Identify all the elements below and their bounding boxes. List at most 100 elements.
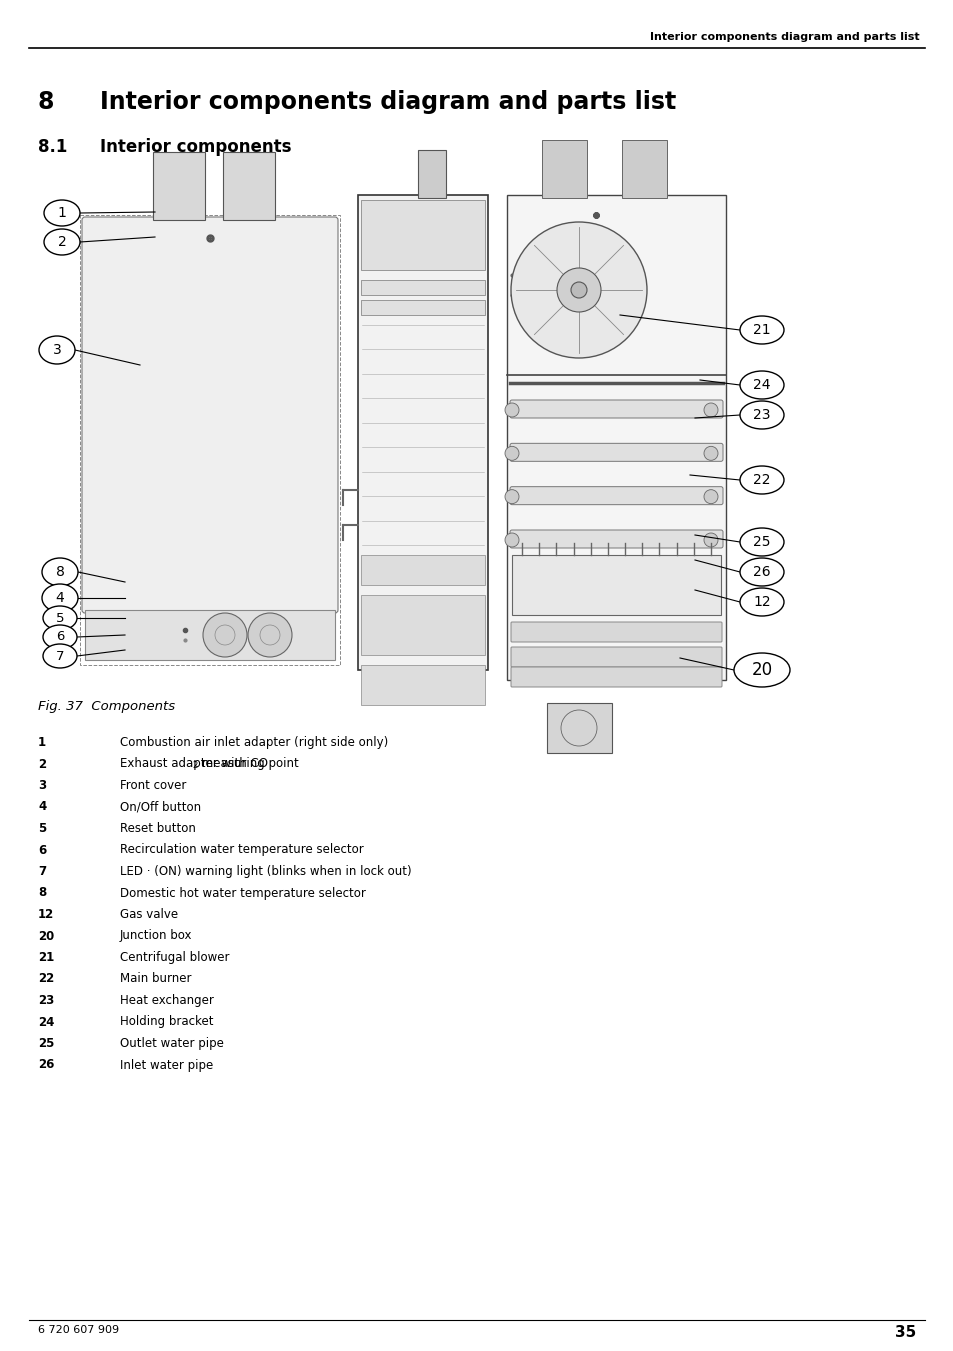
Text: 4: 4 (55, 590, 64, 605)
Text: 23: 23 (753, 408, 770, 422)
FancyBboxPatch shape (511, 667, 721, 688)
Ellipse shape (44, 200, 80, 226)
Text: Interior components diagram and parts list: Interior components diagram and parts li… (100, 91, 676, 113)
FancyBboxPatch shape (357, 195, 488, 670)
Text: 2: 2 (192, 762, 197, 770)
Circle shape (248, 613, 292, 657)
Text: 5: 5 (38, 821, 46, 835)
Text: 7: 7 (55, 650, 64, 662)
Text: 8: 8 (55, 565, 65, 580)
FancyBboxPatch shape (82, 218, 337, 613)
Text: measuring point: measuring point (198, 758, 298, 770)
Circle shape (504, 489, 518, 504)
Ellipse shape (740, 372, 783, 399)
Circle shape (571, 282, 586, 299)
Text: 8.1: 8.1 (38, 138, 68, 155)
Text: 1: 1 (38, 736, 46, 748)
Text: Centrifugal blower: Centrifugal blower (120, 951, 230, 965)
Ellipse shape (43, 607, 77, 630)
FancyBboxPatch shape (510, 486, 722, 505)
Ellipse shape (43, 644, 77, 667)
Text: 20: 20 (38, 929, 54, 943)
Text: 24: 24 (38, 1016, 54, 1028)
Text: Holding bracket: Holding bracket (120, 1016, 213, 1028)
FancyBboxPatch shape (360, 200, 484, 270)
Text: 21: 21 (753, 323, 770, 336)
Text: 25: 25 (753, 535, 770, 549)
FancyBboxPatch shape (417, 150, 446, 199)
Circle shape (504, 534, 518, 547)
Text: 6 720 607 909: 6 720 607 909 (38, 1325, 119, 1335)
Text: 4: 4 (38, 801, 46, 813)
Text: Heat exchanger: Heat exchanger (120, 994, 213, 1006)
Ellipse shape (740, 401, 783, 430)
Text: 8: 8 (38, 886, 46, 900)
Text: Combustion air inlet adapter (right side only): Combustion air inlet adapter (right side… (120, 736, 388, 748)
FancyBboxPatch shape (223, 153, 274, 220)
FancyBboxPatch shape (506, 195, 725, 680)
Text: 22: 22 (753, 473, 770, 486)
FancyBboxPatch shape (360, 280, 484, 295)
Text: Recirculation water temperature selector: Recirculation water temperature selector (120, 843, 363, 857)
Circle shape (703, 489, 718, 504)
Ellipse shape (42, 584, 78, 612)
Text: Junction box: Junction box (120, 929, 193, 943)
Text: Reset button: Reset button (120, 821, 195, 835)
Text: Fig. 37  Components: Fig. 37 Components (38, 700, 175, 713)
Circle shape (557, 267, 600, 312)
Circle shape (504, 403, 518, 417)
Ellipse shape (740, 588, 783, 616)
FancyBboxPatch shape (360, 300, 484, 315)
FancyBboxPatch shape (510, 530, 722, 549)
FancyBboxPatch shape (510, 400, 722, 417)
Circle shape (703, 403, 718, 417)
Ellipse shape (740, 316, 783, 345)
FancyBboxPatch shape (511, 621, 721, 642)
FancyBboxPatch shape (360, 665, 484, 705)
Text: 6: 6 (38, 843, 46, 857)
Text: Gas valve: Gas valve (120, 908, 178, 921)
Text: 23: 23 (38, 994, 54, 1006)
Text: 25: 25 (38, 1038, 54, 1050)
FancyBboxPatch shape (546, 703, 612, 753)
Ellipse shape (43, 626, 77, 648)
Text: 35: 35 (894, 1325, 915, 1340)
Text: Outlet water pipe: Outlet water pipe (120, 1038, 224, 1050)
FancyBboxPatch shape (360, 594, 484, 655)
Circle shape (504, 446, 518, 461)
FancyBboxPatch shape (621, 141, 666, 199)
Text: Front cover: Front cover (120, 780, 186, 792)
Text: 3: 3 (52, 343, 61, 357)
FancyBboxPatch shape (360, 555, 484, 585)
Circle shape (703, 446, 718, 461)
Text: Domestic hot water temperature selector: Domestic hot water temperature selector (120, 886, 366, 900)
Text: Interior components: Interior components (100, 138, 292, 155)
Text: 2: 2 (57, 235, 67, 249)
Text: 6: 6 (56, 631, 64, 643)
Ellipse shape (740, 466, 783, 494)
Ellipse shape (740, 558, 783, 586)
Text: 22: 22 (38, 973, 54, 985)
Text: Interior components diagram and parts list: Interior components diagram and parts li… (650, 32, 919, 42)
Text: LED · (ON) warning light (blinks when in lock out): LED · (ON) warning light (blinks when in… (120, 865, 411, 878)
FancyBboxPatch shape (152, 153, 205, 220)
Text: 12: 12 (38, 908, 54, 921)
Ellipse shape (740, 528, 783, 557)
Text: 1: 1 (57, 205, 67, 220)
Text: 26: 26 (753, 565, 770, 580)
Text: 8: 8 (38, 91, 54, 113)
Ellipse shape (733, 653, 789, 688)
Text: 5: 5 (55, 612, 64, 624)
FancyBboxPatch shape (85, 611, 335, 661)
Ellipse shape (39, 336, 75, 363)
FancyBboxPatch shape (541, 141, 586, 199)
Text: 26: 26 (38, 1058, 54, 1071)
Circle shape (203, 613, 247, 657)
Ellipse shape (44, 230, 80, 255)
Text: Inlet water pipe: Inlet water pipe (120, 1058, 213, 1071)
Text: Exhaust adapter with CO: Exhaust adapter with CO (120, 758, 268, 770)
Text: 3: 3 (38, 780, 46, 792)
FancyBboxPatch shape (511, 647, 721, 667)
Text: 21: 21 (38, 951, 54, 965)
Text: 12: 12 (753, 594, 770, 609)
